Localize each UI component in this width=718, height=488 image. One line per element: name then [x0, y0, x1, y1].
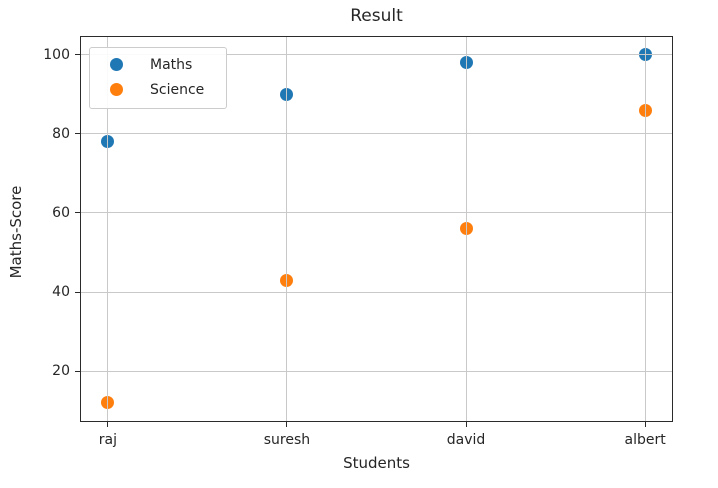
- x-tick-label: suresh: [263, 432, 311, 448]
- legend-item-maths: Maths: [90, 52, 226, 77]
- x-tick-mark: [107, 422, 109, 427]
- chart-title: Result: [350, 6, 403, 26]
- x-tick-label: david: [446, 432, 486, 448]
- x-tick-label: raj: [98, 432, 117, 448]
- gridline-vertical: [286, 37, 288, 421]
- gridline-horizontal: [81, 54, 672, 56]
- y-tick-label: 20: [52, 363, 70, 380]
- gridline-horizontal: [81, 370, 672, 372]
- legend-swatch: [110, 83, 123, 96]
- gridline-vertical: [107, 37, 109, 421]
- x-tick-mark: [465, 422, 467, 427]
- gridline-horizontal: [81, 291, 672, 293]
- legend: Maths Science: [89, 47, 227, 109]
- y-axis-label: Maths-Score: [7, 185, 25, 279]
- legend-label: Maths: [150, 56, 193, 73]
- y-tick-label: 60: [52, 204, 70, 221]
- y-tick-label: 40: [52, 284, 70, 301]
- x-tick-mark: [286, 422, 288, 427]
- gridline-vertical: [465, 37, 467, 421]
- x-tick-mark: [644, 422, 646, 427]
- gridline-vertical: [644, 37, 646, 421]
- gridline-horizontal: [81, 133, 672, 135]
- gridline-horizontal: [81, 212, 672, 214]
- y-tick-label: 80: [52, 125, 70, 142]
- grid-layer: [81, 37, 672, 421]
- legend-label: Science: [150, 81, 205, 98]
- x-axis-label: Students: [343, 454, 410, 472]
- y-tick-label: 100: [43, 46, 70, 63]
- legend-swatch: [110, 58, 123, 71]
- legend-item-science: Science: [90, 77, 226, 102]
- x-tick-label: albert: [624, 432, 666, 448]
